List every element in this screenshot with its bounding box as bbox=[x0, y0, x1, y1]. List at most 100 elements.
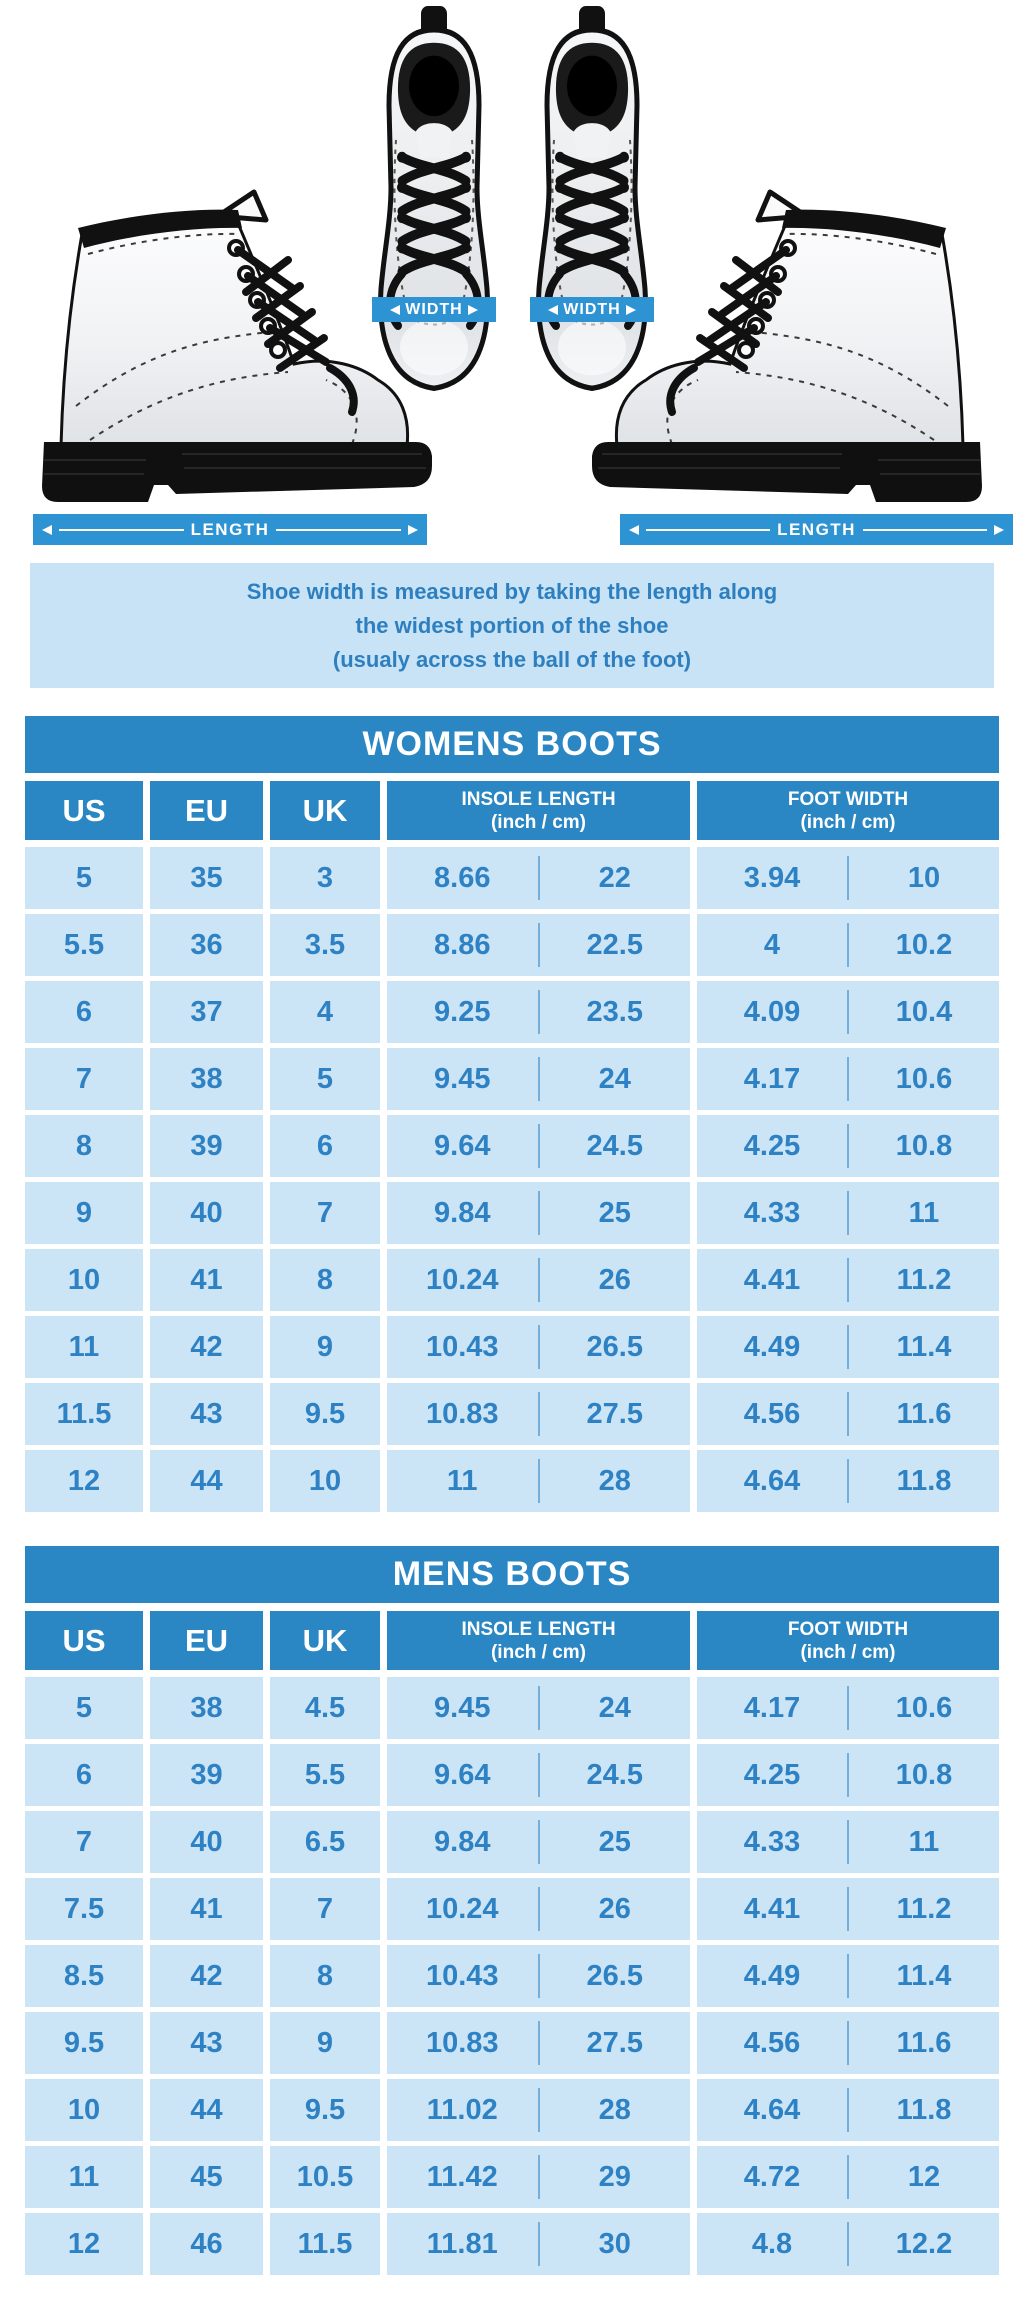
size-row: 6 37 4 9.25 23.5 4.09 10.4 bbox=[25, 981, 999, 1043]
cell-foot-width: 4.64 11.8 bbox=[697, 2079, 999, 2141]
size-row: 10 44 9.5 11.02 28 4.64 11.8 bbox=[25, 2079, 999, 2141]
cell-insole-length: 11.42 29 bbox=[387, 2146, 690, 2208]
cell-foot-width: 4.56 11.6 bbox=[697, 2012, 999, 2074]
cell-insole-length: 9.45 24 bbox=[387, 1677, 690, 1739]
cm-value: 26.5 bbox=[586, 1330, 643, 1363]
header-insole-length-unit: (inch / cm) bbox=[490, 811, 586, 833]
cell-uk-size: 10 bbox=[270, 1450, 380, 1512]
cell-uk-size: 9 bbox=[270, 1316, 380, 1378]
size-row: 7 40 6.5 9.84 25 4.33 11 bbox=[25, 1811, 999, 1873]
cm-value: 12 bbox=[907, 2160, 941, 2193]
cm-value: 24 bbox=[598, 1691, 631, 1724]
cell-us-size: 11 bbox=[25, 1316, 143, 1378]
cell-insole-length: 9.64 24.5 bbox=[387, 1115, 690, 1177]
cell-insole-length: 10.24 26 bbox=[387, 1878, 690, 1940]
inch-value: 4.33 bbox=[743, 1196, 801, 1229]
arrow-shaft bbox=[59, 528, 184, 531]
inch-value: 9.84 bbox=[434, 1196, 491, 1229]
inch-value: 11 bbox=[446, 1464, 478, 1497]
cell-eu-size: 45 bbox=[150, 2146, 263, 2208]
inch-value: 4.25 bbox=[743, 1129, 801, 1162]
cell-us-size: 8 bbox=[25, 1115, 143, 1177]
inch-value: 4.25 bbox=[743, 1758, 801, 1791]
cell-us-size: 8.5 bbox=[25, 1945, 143, 2007]
cell-eu-size: 38 bbox=[150, 1048, 263, 1110]
cell-us-size: 10 bbox=[25, 1249, 143, 1311]
cm-value: 25 bbox=[598, 1825, 631, 1858]
measurement-note: Shoe width is measured by taking the len… bbox=[30, 563, 994, 688]
arrow-shaft bbox=[276, 528, 402, 531]
inch-value: 10.43 bbox=[425, 1959, 499, 1992]
cell-insole-length: 9.45 24 bbox=[387, 1048, 690, 1110]
cell-insole-length: 9.84 25 bbox=[387, 1182, 690, 1244]
cell-eu-size: 41 bbox=[150, 1249, 263, 1311]
cell-us-size: 7 bbox=[25, 1811, 143, 1873]
arrow-right-icon bbox=[408, 524, 419, 535]
cell-uk-size: 7 bbox=[270, 1182, 380, 1244]
cell-foot-width: 4.72 12 bbox=[697, 2146, 999, 2208]
inch-value: 4.49 bbox=[743, 1959, 801, 1992]
cell-eu-size: 46 bbox=[150, 2213, 263, 2275]
cell-insole-length: 10.83 27.5 bbox=[387, 2012, 690, 2074]
boot-measurement-diagram: WIDTH WIDTH LENGTH LENGTH bbox=[0, 0, 1024, 552]
arrow-left-icon bbox=[548, 304, 559, 315]
womens-table-title: WOMENS BOOTS bbox=[25, 716, 999, 773]
womens-boots-table: WOMENS BOOTS US EU UK INSOLE LENGTH (inc… bbox=[25, 716, 999, 1517]
cell-us-size: 5 bbox=[25, 847, 143, 909]
cell-divider bbox=[847, 1459, 849, 1503]
inch-value: 4.17 bbox=[743, 1691, 801, 1724]
cell-us-size: 11 bbox=[25, 2146, 143, 2208]
cell-eu-size: 39 bbox=[150, 1744, 263, 1806]
cell-us-size: 6 bbox=[25, 1744, 143, 1806]
cell-uk-size: 4 bbox=[270, 981, 380, 1043]
cell-eu-size: 39 bbox=[150, 1115, 263, 1177]
cell-divider bbox=[537, 2021, 540, 2065]
cm-value: 12.2 bbox=[895, 2227, 953, 2260]
cell-divider bbox=[537, 1753, 540, 1797]
cm-value: 10.6 bbox=[895, 1691, 953, 1724]
width-label: WIDTH bbox=[563, 300, 621, 318]
cell-insole-length: 10.83 27.5 bbox=[387, 1383, 690, 1445]
header-us: US bbox=[25, 781, 143, 840]
cell-eu-size: 35 bbox=[150, 847, 263, 909]
cell-us-size: 12 bbox=[25, 2213, 143, 2275]
length-label: LENGTH bbox=[777, 519, 856, 539]
inch-value: 4.64 bbox=[743, 2093, 801, 2126]
inch-value: 4.33 bbox=[743, 1825, 801, 1858]
arrow-left-icon bbox=[629, 524, 639, 535]
cell-divider bbox=[847, 1057, 849, 1101]
arrow-right-icon bbox=[467, 304, 478, 315]
cm-value: 24.5 bbox=[586, 1758, 643, 1791]
inch-value: 4.41 bbox=[743, 1892, 801, 1925]
inch-value: 4.56 bbox=[743, 1397, 801, 1430]
cell-divider bbox=[537, 1686, 540, 1730]
inch-value: 9.64 bbox=[434, 1758, 491, 1791]
cm-value: 25 bbox=[598, 1196, 631, 1229]
cell-foot-width: 4.09 10.4 bbox=[697, 981, 999, 1043]
cm-value: 28 bbox=[598, 2093, 631, 2126]
cell-foot-width: 4.64 11.8 bbox=[697, 1450, 999, 1512]
cell-divider bbox=[847, 1325, 849, 1369]
mens-table-title: MENS BOOTS bbox=[25, 1546, 999, 1603]
cell-divider bbox=[537, 1325, 540, 1369]
cell-uk-size: 9 bbox=[270, 2012, 380, 2074]
inch-value: 4.8 bbox=[751, 2227, 793, 2260]
header-insole-length-label: INSOLE LENGTH bbox=[461, 788, 616, 810]
cell-insole-length: 8.66 22 bbox=[387, 847, 690, 909]
arrow-right-icon bbox=[994, 524, 1005, 535]
length-label: LENGTH bbox=[190, 519, 270, 539]
cell-foot-width: 4.17 10.6 bbox=[697, 1048, 999, 1110]
inch-value: 10.83 bbox=[425, 2026, 499, 2059]
cell-divider bbox=[537, 1820, 540, 1864]
cell-eu-size: 40 bbox=[150, 1182, 263, 1244]
inch-value: 9.45 bbox=[434, 1691, 491, 1724]
side-view-boot-right bbox=[592, 192, 982, 502]
cell-us-size: 6 bbox=[25, 981, 143, 1043]
top-view-boot-right bbox=[539, 6, 646, 388]
cell-uk-size: 9.5 bbox=[270, 1383, 380, 1445]
inch-value: 4.49 bbox=[743, 1330, 801, 1363]
arrow-left-icon bbox=[42, 524, 52, 535]
cell-eu-size: 37 bbox=[150, 981, 263, 1043]
cell-divider bbox=[847, 1191, 849, 1235]
